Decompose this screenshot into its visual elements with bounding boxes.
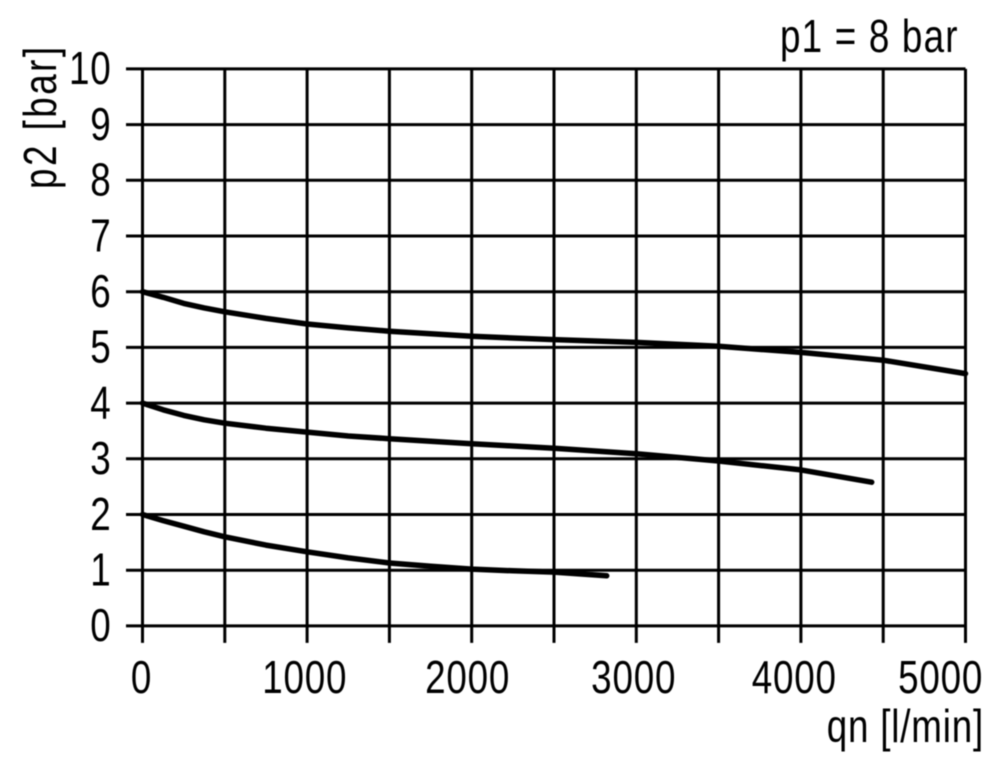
svg-text:0: 0 [131, 651, 152, 703]
svg-text:3000: 3000 [591, 651, 676, 703]
svg-text:1: 1 [90, 544, 111, 596]
svg-text:4000: 4000 [752, 651, 837, 703]
svg-text:1000: 1000 [262, 651, 347, 703]
svg-text:4: 4 [90, 376, 111, 428]
svg-text:qn [l/min]: qn [l/min] [827, 700, 984, 752]
svg-text:8: 8 [90, 154, 111, 206]
svg-text:p1 = 8 bar: p1 = 8 bar [780, 10, 959, 62]
svg-text:0: 0 [90, 599, 111, 651]
svg-text:p2 [bar]: p2 [bar] [14, 44, 66, 189]
svg-text:5000: 5000 [898, 651, 983, 703]
svg-text:2: 2 [90, 488, 111, 540]
svg-text:10: 10 [69, 42, 112, 94]
svg-text:7: 7 [90, 209, 111, 261]
svg-text:5: 5 [90, 321, 111, 373]
svg-text:9: 9 [90, 98, 111, 150]
svg-text:2000: 2000 [425, 651, 510, 703]
svg-text:3: 3 [90, 432, 111, 484]
svg-text:6: 6 [90, 265, 111, 317]
